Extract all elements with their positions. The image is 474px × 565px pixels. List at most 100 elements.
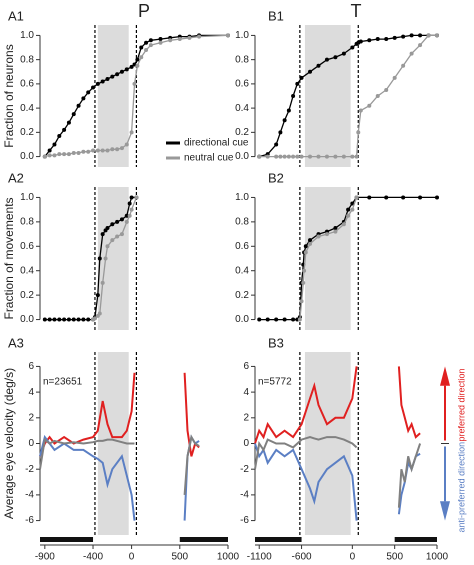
data-point [100, 280, 105, 285]
data-point [350, 45, 355, 50]
y-tick-label: 0.6 [20, 79, 34, 90]
data-point [129, 130, 134, 135]
data-point [324, 57, 329, 62]
data-point [81, 96, 86, 101]
y-tick-label: 0.4 [235, 103, 249, 114]
data-point [115, 219, 120, 224]
legend-arrowhead [440, 366, 450, 386]
data-point [346, 213, 351, 218]
data-point [341, 154, 346, 159]
data-point [124, 219, 129, 224]
data-point [76, 150, 81, 155]
data-point [144, 40, 149, 45]
data-point [129, 207, 134, 212]
data-point [308, 69, 313, 74]
legend-arrowhead [440, 501, 450, 521]
panel-label: A2 [8, 170, 24, 185]
annotation: n=23651 [43, 377, 83, 388]
data-point [282, 317, 287, 322]
x-tick-label: 500 [386, 552, 403, 563]
panel-label: A1 [8, 8, 24, 23]
y-tick-label: 0.0 [235, 314, 249, 325]
shaded-epoch [304, 187, 351, 330]
y-tick-label: -4 [240, 490, 249, 501]
column-title: T [351, 1, 362, 21]
column-title: P [138, 1, 150, 21]
data-point [105, 148, 110, 153]
data-point [135, 63, 140, 68]
data-point [119, 69, 124, 74]
data-point [86, 317, 91, 322]
y-tick-label: -6 [25, 515, 34, 526]
data-point [52, 317, 57, 322]
y-tick-label: 1.0 [20, 30, 34, 41]
epoch-bar [179, 537, 228, 542]
data-point [265, 317, 270, 322]
y-tick-label: 0.4 [235, 265, 249, 276]
data-point [291, 94, 296, 98]
x-tick-label: 500 [171, 552, 188, 563]
data-point [134, 195, 139, 200]
data-point [286, 154, 291, 159]
y-tick-label: 0.8 [235, 54, 249, 65]
data-point [350, 207, 355, 212]
data-point [350, 154, 355, 159]
x-tick-label: -400 [83, 552, 103, 563]
y-tick-label: 0.6 [20, 241, 34, 252]
x-tick-label: 1000 [217, 552, 240, 563]
data-point [76, 317, 81, 322]
y-tick-label: 0.6 [235, 241, 249, 252]
data-point [308, 154, 313, 159]
shaded-epoch [97, 25, 129, 167]
epoch-bar [255, 537, 302, 542]
data-point [110, 147, 115, 152]
data-point [177, 37, 182, 42]
data-point [71, 150, 76, 155]
data-point [100, 79, 105, 84]
data-point [139, 45, 144, 50]
y-tick-label: 6 [28, 361, 34, 372]
y-tick-label: 4 [28, 387, 34, 398]
data-point [299, 299, 304, 304]
y-tick-label: 0.4 [20, 103, 34, 114]
data-point [47, 148, 52, 153]
data-point [86, 90, 91, 95]
data-point [119, 146, 124, 151]
data-point [316, 63, 321, 68]
data-point [303, 244, 308, 249]
data-point [409, 33, 414, 38]
data-point [303, 250, 308, 255]
data-point [375, 37, 380, 42]
x-axis-label: Time (ms) [107, 563, 161, 565]
data-point [144, 47, 149, 52]
data-point [286, 108, 291, 113]
epoch-bar [40, 537, 94, 542]
data-point [197, 34, 202, 39]
data-point [295, 154, 300, 159]
data-point [418, 33, 423, 38]
data-point [278, 154, 283, 159]
data-point [168, 38, 173, 43]
data-point [401, 195, 406, 200]
data-point [354, 195, 359, 200]
y-tick-label: 0.8 [20, 54, 34, 65]
data-point [76, 103, 81, 108]
data-point [333, 225, 338, 230]
data-point [42, 154, 47, 159]
y-tick-label: -6 [240, 515, 249, 526]
data-point [124, 67, 129, 72]
data-point [308, 241, 313, 246]
data-point [367, 103, 372, 108]
data-point [115, 147, 120, 152]
data-point [97, 256, 102, 261]
y-tick-label: 0 [243, 438, 249, 449]
data-point [103, 256, 108, 261]
data-point [384, 87, 389, 92]
data-point [71, 112, 76, 117]
x-axis-label: Time (ms) [319, 563, 373, 565]
data-point [62, 127, 67, 132]
y-tick-label: 0.4 [20, 265, 34, 276]
data-point [66, 152, 71, 157]
data-point [62, 152, 67, 157]
data-point [435, 195, 439, 200]
